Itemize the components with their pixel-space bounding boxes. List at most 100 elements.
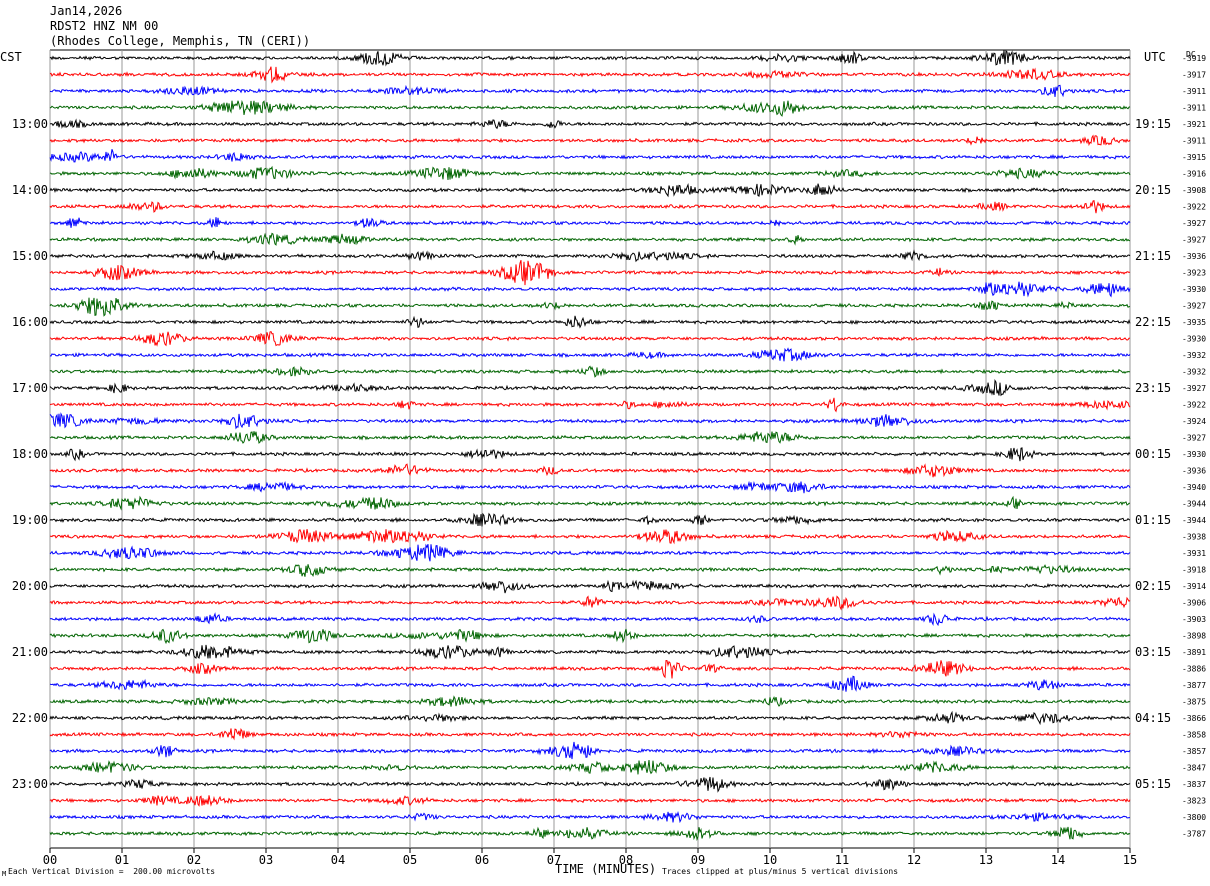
dc-offset-label: -3911 <box>1182 87 1206 96</box>
seismic-trace <box>49 260 1131 286</box>
dc-offset-label: -3858 <box>1182 731 1206 740</box>
x-tick-label: 01 <box>115 853 129 867</box>
dc-offset-label: -3924 <box>1182 417 1206 426</box>
left-hour-label: 23:00 <box>12 777 48 791</box>
scale-note: Each Vertical Division = 200.00 microvol… <box>8 867 216 876</box>
x-tick-label: 13 <box>979 853 993 867</box>
seismic-trace <box>49 447 1131 462</box>
right-hour-label: 19:15 <box>1135 117 1171 131</box>
right-hour-label: 01:15 <box>1135 513 1171 527</box>
dc-offset-label: -3930 <box>1182 335 1206 344</box>
seismic-trace <box>49 595 1131 611</box>
left-hour-label: 17:00 <box>12 381 48 395</box>
x-tick-label: 03 <box>259 853 273 867</box>
dc-offset-label: -3787 <box>1182 830 1206 839</box>
x-tick-label: 08 <box>619 853 633 867</box>
x-tick-label: 07 <box>547 853 561 867</box>
station-location: (Rhodes College, Memphis, TN (CERI)) <box>50 34 311 48</box>
dc-offset-label: -3930 <box>1182 285 1206 294</box>
seismic-trace <box>49 182 1131 198</box>
seismic-trace <box>49 412 1131 430</box>
seismic-trace <box>49 365 1131 378</box>
seismic-trace <box>49 66 1131 84</box>
dc-offset-label: -3936 <box>1182 252 1206 261</box>
seismic-trace <box>49 495 1131 511</box>
seismic-trace <box>49 431 1131 444</box>
x-tick-label: 00 <box>43 853 57 867</box>
seismic-trace <box>49 84 1131 98</box>
right-hour-label: 21:15 <box>1135 249 1171 263</box>
seismic-trace <box>49 379 1131 397</box>
dc-offset-label: -3919 <box>1182 54 1206 63</box>
seismic-trace <box>49 249 1131 263</box>
dc-offset-label: -3940 <box>1182 483 1206 492</box>
seismic-trace <box>49 281 1131 298</box>
right-hour-label: 23:15 <box>1135 381 1171 395</box>
dc-offset-label: -3927 <box>1182 434 1206 443</box>
right-hour-label: 04:15 <box>1135 711 1171 725</box>
dc-offset-header: DC <box>1186 50 1196 59</box>
dc-offset-label: -3927 <box>1182 219 1206 228</box>
left-hour-label: 15:00 <box>12 249 48 263</box>
seismic-trace <box>49 628 1131 645</box>
dc-offset-label: -3866 <box>1182 714 1206 723</box>
dc-offset-label: -3918 <box>1182 566 1206 575</box>
dc-offset-label: -3930 <box>1182 450 1206 459</box>
seismic-trace <box>49 480 1131 494</box>
right-hour-label: 20:15 <box>1135 183 1171 197</box>
dc-offset-label: -3922 <box>1182 203 1206 212</box>
seismic-trace <box>49 118 1131 130</box>
dc-offset-label: -3908 <box>1182 186 1206 195</box>
seismic-trace <box>49 50 1131 67</box>
dc-offset-label: -3932 <box>1182 368 1206 377</box>
seismic-trace <box>49 232 1131 246</box>
dc-offset-label: -3857 <box>1182 747 1206 756</box>
seismic-trace <box>49 579 1131 594</box>
x-tick-label: 05 <box>403 853 417 867</box>
dc-offset-label: -3931 <box>1182 549 1206 558</box>
dc-offset-label: -3837 <box>1182 780 1206 789</box>
seismic-trace <box>49 149 1131 163</box>
left-hour-label: 16:00 <box>12 315 48 329</box>
station-code: RDST2 HNZ NM 00 <box>50 19 159 33</box>
x-axis-label: TIME (MINUTES) <box>555 862 657 876</box>
corner-mark: M <box>2 870 7 878</box>
seismic-trace <box>49 315 1131 329</box>
seismic-trace <box>49 347 1131 362</box>
right-hour-label: 03:15 <box>1135 645 1171 659</box>
dc-offset-label: -3944 <box>1182 516 1206 525</box>
dc-offset-label: -3886 <box>1182 665 1206 674</box>
seismic-trace <box>49 675 1131 692</box>
left-hour-label: 22:00 <box>12 711 48 725</box>
dc-offset-label: -3932 <box>1182 351 1206 360</box>
dc-offset-label: -3847 <box>1182 764 1206 773</box>
dc-offset-label: -3911 <box>1182 104 1206 113</box>
chart-date: Jan14,2026 <box>50 4 123 18</box>
right-hour-label: 00:15 <box>1135 447 1171 461</box>
right-hour-label: 05:15 <box>1135 777 1171 791</box>
seismic-trace <box>49 99 1131 117</box>
seismic-trace <box>49 512 1131 527</box>
dc-offset-label: -3898 <box>1182 632 1206 641</box>
dc-offset-label: -3922 <box>1182 401 1206 410</box>
dc-offset-label: -3800 <box>1182 813 1206 822</box>
dc-offset-label: -3916 <box>1182 170 1206 179</box>
left-hour-label: 14:00 <box>12 183 48 197</box>
seismic-trace <box>49 644 1131 660</box>
dc-offset-label: -3927 <box>1182 384 1206 393</box>
x-tick-label: 02 <box>187 853 201 867</box>
dc-offset-label: -3917 <box>1182 71 1206 80</box>
dc-offset-label: -3915 <box>1182 153 1206 162</box>
left-hour-label: 20:00 <box>12 579 48 593</box>
clip-note: Traces clipped at plus/minus 5 vertical … <box>662 867 899 876</box>
dc-offset-label: -3944 <box>1182 500 1206 509</box>
dc-offset-label: -3921 <box>1182 120 1206 129</box>
dc-offset-label: -3935 <box>1182 318 1206 327</box>
seismic-trace <box>49 612 1131 627</box>
seismic-trace <box>49 659 1131 679</box>
x-tick-label: 15 <box>1123 853 1137 867</box>
seismic-trace <box>49 200 1131 214</box>
x-tick-label: 11 <box>835 853 849 867</box>
seismic-trace <box>49 710 1131 726</box>
dc-offset-label: -3938 <box>1182 533 1206 542</box>
